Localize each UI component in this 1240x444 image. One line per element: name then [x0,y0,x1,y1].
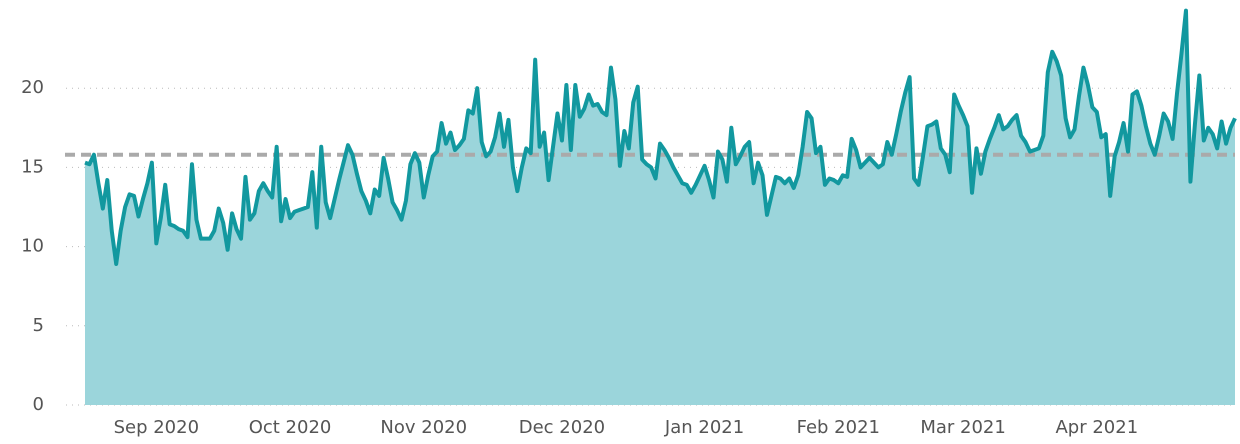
x-tick-label: Apr 2021 [1055,417,1138,438]
area [85,10,1235,406]
x-tick-label: Dec 2020 [519,417,605,438]
x-tick-label: Mar 2021 [920,417,1006,438]
x-tick-label: Nov 2020 [380,417,467,438]
y-tick-label: 10 [21,236,44,257]
y-tick-label: 20 [21,77,44,98]
x-tick-label: Sep 2020 [114,417,199,438]
line [84,8,1237,267]
x-tick-label: Feb 2021 [797,417,880,438]
x-tick-label: Jan 2021 [664,417,744,438]
y-tick-label: 0 [33,394,44,415]
y-tick-label: 15 [21,156,44,177]
y-tick-label: 5 [33,315,44,336]
x-tick-label: Oct 2020 [249,417,332,438]
